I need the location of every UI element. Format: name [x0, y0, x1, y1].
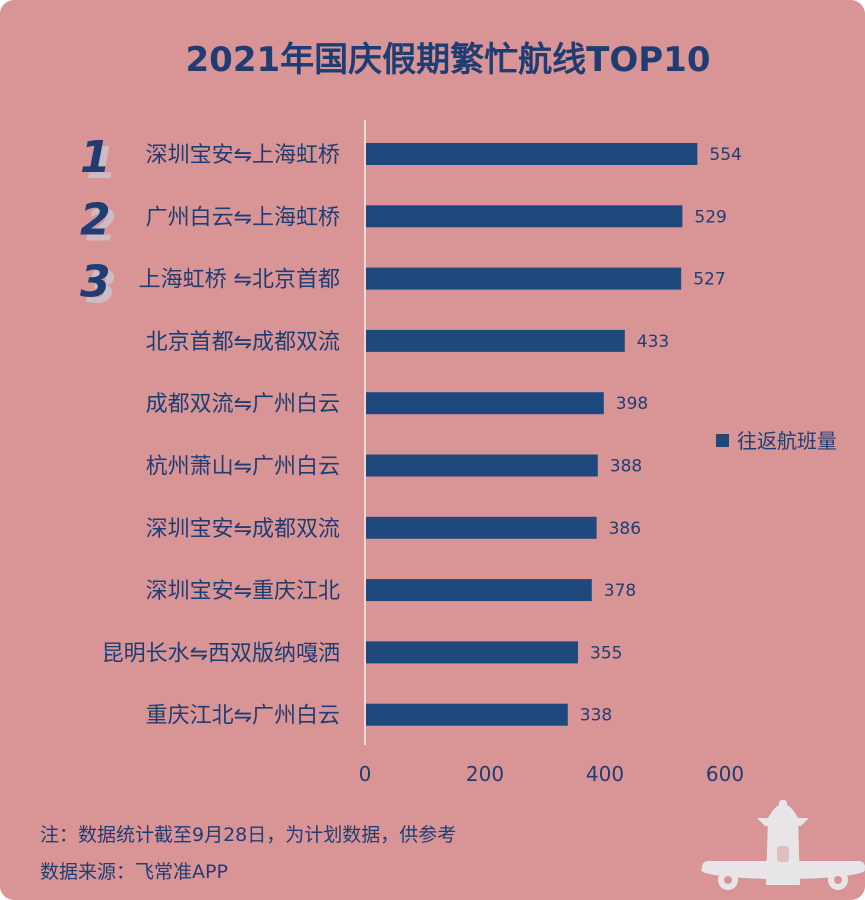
value-label: 433	[637, 332, 669, 352]
footnote-note: 注：数据统计截至9月28日，为计划数据，供参考	[40, 824, 456, 846]
rank-badge-shadow: 2	[86, 200, 117, 251]
category-label: 上海虹桥 ⇋北京首都	[139, 268, 340, 293]
bar	[366, 392, 604, 415]
value-label: 527	[693, 270, 725, 290]
footnote-source: 数据来源：飞常准APP	[40, 861, 228, 883]
rank-badge: 1	[80, 132, 111, 183]
legend-label: 往返航班量	[737, 429, 837, 453]
value-label: 338	[580, 706, 612, 726]
x-tick-label: 600	[706, 762, 744, 786]
x-tick-label: 400	[586, 762, 624, 786]
rank-badge-shadow: 1	[86, 138, 117, 189]
chart-title: 2021年国庆假期繁忙航线TOP10	[186, 40, 711, 80]
value-label: 388	[610, 457, 642, 477]
bar	[366, 329, 625, 352]
rank-badge: 2	[80, 194, 111, 245]
category-label: 深圳宝安⇋重庆江北	[146, 579, 340, 604]
value-label: 355	[590, 643, 622, 663]
value-label: 529	[694, 207, 726, 227]
value-label: 386	[609, 519, 641, 539]
legend: 往返航班量	[716, 429, 837, 453]
value-label: 378	[604, 581, 636, 601]
category-label: 北京首都⇋成都双流	[146, 330, 340, 355]
bar	[366, 516, 597, 539]
category-label: 杭州萧山⇋广州白云	[146, 455, 340, 480]
rank-badge: 3	[80, 257, 111, 308]
airplane-icon	[701, 800, 865, 890]
x-tick-label: 200	[466, 762, 504, 786]
value-label: 554	[709, 145, 741, 165]
category-label: 广州白云⇋上海虹桥	[146, 205, 340, 230]
plot-area: 554 深圳宝安⇋上海虹桥 529 广州白云⇋上海虹桥 527 上海虹桥 ⇋北京首都 433…	[80, 120, 744, 786]
rank-badge-shadow: 3	[86, 263, 117, 314]
bar	[366, 703, 568, 726]
category-label: 昆明长水⇋西双版纳嘎洒	[102, 641, 340, 666]
bar	[366, 143, 698, 165]
x-tick-label: 0	[359, 762, 372, 786]
bar	[366, 454, 598, 477]
legend-swatch	[716, 434, 729, 447]
footnotes: 注：数据统计截至9月28日，为计划数据，供参考 数据来源：飞常准APP	[40, 824, 456, 883]
bar	[366, 641, 578, 664]
category-label: 深圳宝安⇋上海虹桥	[146, 143, 340, 168]
bar	[366, 267, 682, 290]
bar	[366, 579, 592, 602]
category-label: 深圳宝安⇋成都双流	[146, 517, 340, 542]
bar	[366, 205, 683, 228]
value-label: 398	[616, 394, 648, 414]
category-label: 成都双流⇋广州白云	[146, 392, 340, 417]
category-label: 重庆江北⇋广州白云	[146, 704, 340, 729]
